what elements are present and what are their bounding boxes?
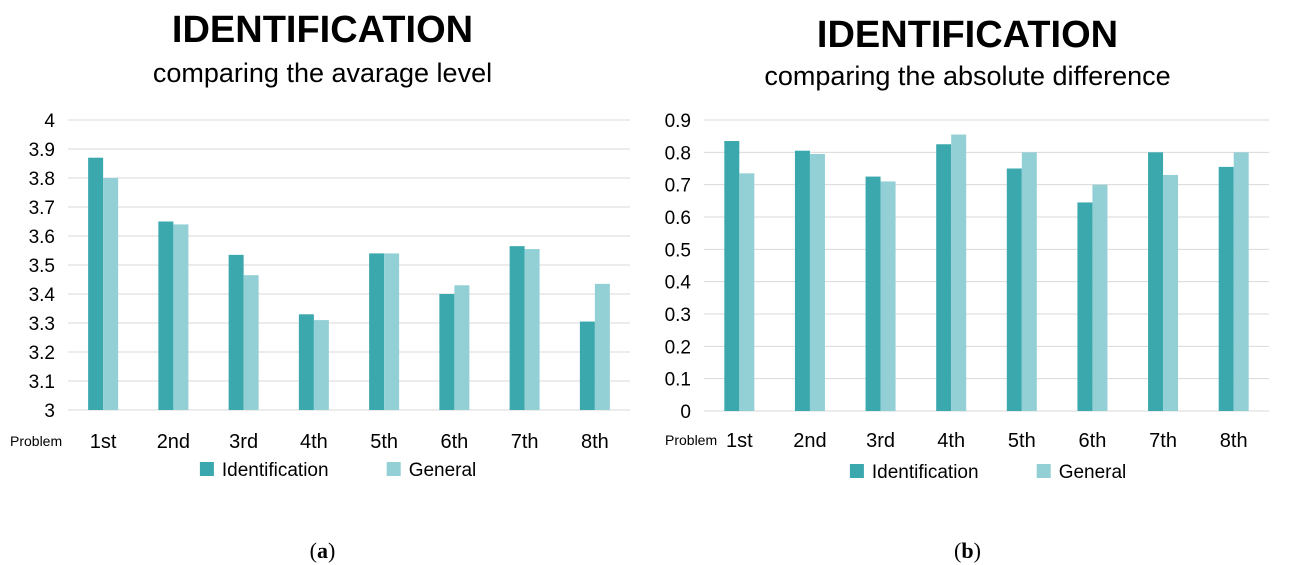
chart-panel-a: IDENTIFICATION comparing the avarage lev…	[10, 9, 630, 563]
bar-identification-7th	[1148, 152, 1164, 412]
x-tick-label: 2nd	[157, 431, 190, 453]
bar-general-6th	[1092, 184, 1108, 411]
x-tick-label: 1st	[90, 431, 117, 453]
chart-subtitle: comparing the absolute difference	[764, 61, 1171, 91]
x-tick-label: 8th	[581, 431, 609, 453]
chart-panel-b: IDENTIFICATION comparing the absolute di…	[645, 0, 1290, 565]
y-tick-label: 0.1	[665, 370, 691, 391]
chart-title: IDENTIFICATION	[816, 14, 1119, 56]
x-tick-label: 4th	[300, 431, 328, 453]
legend-label-identification: Identification	[222, 460, 329, 481]
bar-identification-8th	[579, 321, 595, 410]
x-tick-label: 6th	[1079, 430, 1107, 452]
bar-general-2nd	[809, 153, 825, 411]
bar-identification-5th	[369, 253, 385, 410]
y-tick-label: 3.9	[29, 140, 55, 161]
bar-general-7th	[1163, 174, 1179, 411]
y-tick-label: 3.6	[29, 227, 55, 248]
legend-label-general: General	[409, 460, 477, 481]
y-tick-label: 0.8	[665, 143, 691, 164]
legend-swatch-identification	[199, 462, 214, 476]
y-tick-label: 3.4	[29, 285, 56, 306]
caption-label: a	[317, 538, 328, 563]
x-tick-label: 2nd	[793, 430, 826, 452]
bar-identification-1st	[724, 141, 740, 411]
y-tick-label: 0.9	[665, 111, 691, 132]
legend-swatch-general	[386, 462, 401, 476]
bar-general-5th	[384, 253, 400, 410]
chart-title: IDENTIFICATION	[171, 9, 474, 51]
bar-identification-4th	[936, 144, 952, 411]
y-tick-label: 3.2	[29, 343, 55, 364]
y-tick-label: 0.5	[665, 240, 691, 261]
bar-identification-2nd	[794, 150, 810, 411]
chart-subtitle: comparing the avarage level	[152, 58, 493, 88]
y-tick-label: 3.1	[29, 372, 55, 393]
bar-identification-3rd	[228, 254, 244, 410]
bar-identification-3rd	[865, 176, 881, 411]
bar-identification-6th	[439, 294, 455, 410]
bar-identification-8th	[1218, 166, 1234, 411]
y-tick-label: 3.5	[29, 256, 55, 277]
bar-general-3rd	[880, 181, 896, 411]
x-tick-label: 8th	[1220, 430, 1248, 452]
y-tick-label: 0.4	[665, 273, 692, 294]
bar-identification-6th	[1077, 202, 1093, 411]
x-tick-label: 4th	[937, 430, 965, 452]
x-tick-label: 3rd	[866, 430, 895, 452]
legend-label-identification: Identification	[872, 462, 979, 483]
caption-b: (b)	[954, 538, 981, 563]
caption-a: (a)	[309, 538, 336, 563]
legend-swatch-general	[1036, 464, 1051, 478]
x-axis-prefix-label: Problem	[10, 433, 62, 449]
bar-general-5th	[1021, 152, 1037, 412]
bar-general-6th	[454, 285, 470, 410]
bar-identification-2nd	[158, 221, 174, 410]
y-tick-label: 0	[680, 402, 691, 423]
y-tick-label: 0.3	[665, 305, 691, 326]
y-tick-label: 3	[44, 401, 55, 422]
x-tick-label: 5th	[1008, 430, 1036, 452]
caption-label: b	[961, 538, 974, 563]
bar-general-4th	[951, 134, 967, 412]
y-tick-label: 0.7	[665, 176, 691, 197]
bar-chart-a: 3 3.1 3.2 3.3 3.4 3.5 3.6 3.7 3.8 3.9 4 1st 2nd 3rd 4t…	[10, 111, 630, 481]
bar-general-8th	[1233, 152, 1249, 412]
bar-identification-4th	[298, 314, 314, 410]
bar-general-2nd	[173, 224, 189, 410]
bar-general-7th	[524, 249, 540, 410]
bar-chart-b: 0 0.1 0.2 0.3 0.4 0.5 0.6 0.7 0.8 0.9 1st 2nd 3rd 4th…	[665, 111, 1269, 483]
bar-general-8th	[594, 283, 610, 410]
y-tick-label: 3.7	[29, 198, 55, 219]
bar-identification-1st	[88, 157, 104, 410]
bar-general-4th	[313, 320, 329, 410]
x-tick-label: 6th	[440, 431, 468, 453]
bar-identification-5th	[1006, 168, 1022, 411]
y-tick-label: 4	[44, 111, 55, 132]
bar-identification-7th	[509, 246, 525, 410]
x-tick-label: 5th	[370, 431, 398, 453]
y-tick-label: 3.8	[29, 169, 55, 190]
y-tick-label: 3.3	[29, 314, 55, 335]
x-tick-label: 7th	[511, 431, 539, 453]
bar-general-1st	[103, 178, 119, 410]
y-tick-label: 0.6	[665, 208, 691, 229]
legend-label-general: General	[1059, 462, 1127, 483]
x-tick-label: 1st	[726, 430, 753, 452]
bar-general-3rd	[243, 275, 259, 410]
x-axis-prefix-label: Problem	[665, 432, 717, 448]
bar-general-1st	[739, 173, 755, 411]
x-tick-label: 7th	[1149, 430, 1177, 452]
y-tick-label: 0.2	[665, 337, 691, 358]
x-tick-label: 3rd	[229, 431, 258, 453]
legend-swatch-identification	[849, 464, 864, 478]
